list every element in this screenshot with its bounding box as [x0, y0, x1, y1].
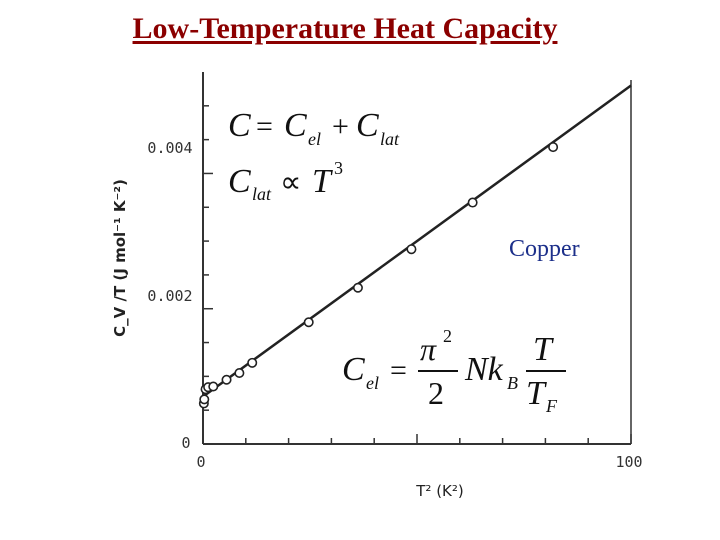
equation-total-heat-capacity: C = C el + C lat [228, 107, 400, 149]
y-tick-label-0004: 0.004 [147, 139, 192, 157]
data-point [303, 317, 314, 328]
data-point [199, 394, 210, 405]
eq-total-rhs2: C [356, 107, 379, 144]
eq-lat-exp: 3 [334, 158, 343, 178]
data-point [208, 381, 219, 392]
eq-total-equals: = [256, 110, 273, 143]
equation-lattice: C lat ∝ T 3 [228, 158, 343, 204]
eq-el-pi: π [420, 331, 437, 367]
eq-el-frac-den-sub: F [545, 396, 558, 416]
data-point [247, 357, 258, 368]
eq-lat-proportional: ∝ [280, 166, 301, 199]
x-axis-label: T² (K²) [415, 482, 464, 500]
eq-el-equals: = [390, 354, 407, 387]
equation-electronic: C el = π 2 2 Nk B T T F [342, 326, 566, 416]
eq-el-den: 2 [428, 375, 444, 411]
y-tick-label-0002: 0.002 [147, 287, 192, 305]
eq-lat-sub: lat [252, 184, 272, 204]
y-tick-label-0: 0 [181, 434, 190, 452]
data-point [352, 282, 363, 293]
data-point [406, 244, 417, 255]
x-tick-label-0: 0 [196, 453, 205, 471]
data-point [221, 374, 232, 385]
eq-lat-rhs: T [312, 163, 333, 200]
y-axis-label: C_V /T (J mol⁻¹ K⁻²) [111, 179, 129, 337]
eq-total-sub2: lat [380, 129, 400, 149]
eq-el-lhs: C [342, 351, 365, 388]
eq-total-rhs1: C [284, 107, 307, 144]
x-tick-label-100: 100 [615, 453, 642, 471]
material-label: Copper [509, 236, 580, 262]
eq-lat-lhs: C [228, 163, 251, 200]
data-point [234, 367, 245, 378]
eq-el-nk: Nk [464, 351, 504, 388]
eq-el-frac-num: T [533, 331, 554, 368]
eq-total-sub1: el [308, 129, 321, 149]
eq-el-pi-exp: 2 [443, 326, 452, 346]
eq-total-lhs: C [228, 107, 251, 144]
data-points [198, 142, 559, 409]
eq-el-sub: el [366, 373, 379, 393]
eq-el-frac-den: T [526, 375, 547, 412]
eq-total-plus: + [332, 110, 349, 143]
fit-line-group [202, 84, 632, 398]
fit-line [202, 84, 632, 398]
data-point [548, 142, 559, 153]
eq-el-nk-sub: B [507, 373, 518, 393]
axis-ticks [202, 105, 632, 445]
slide-title: Low-Temperature Heat Capacity [132, 12, 558, 45]
data-point [467, 197, 478, 208]
